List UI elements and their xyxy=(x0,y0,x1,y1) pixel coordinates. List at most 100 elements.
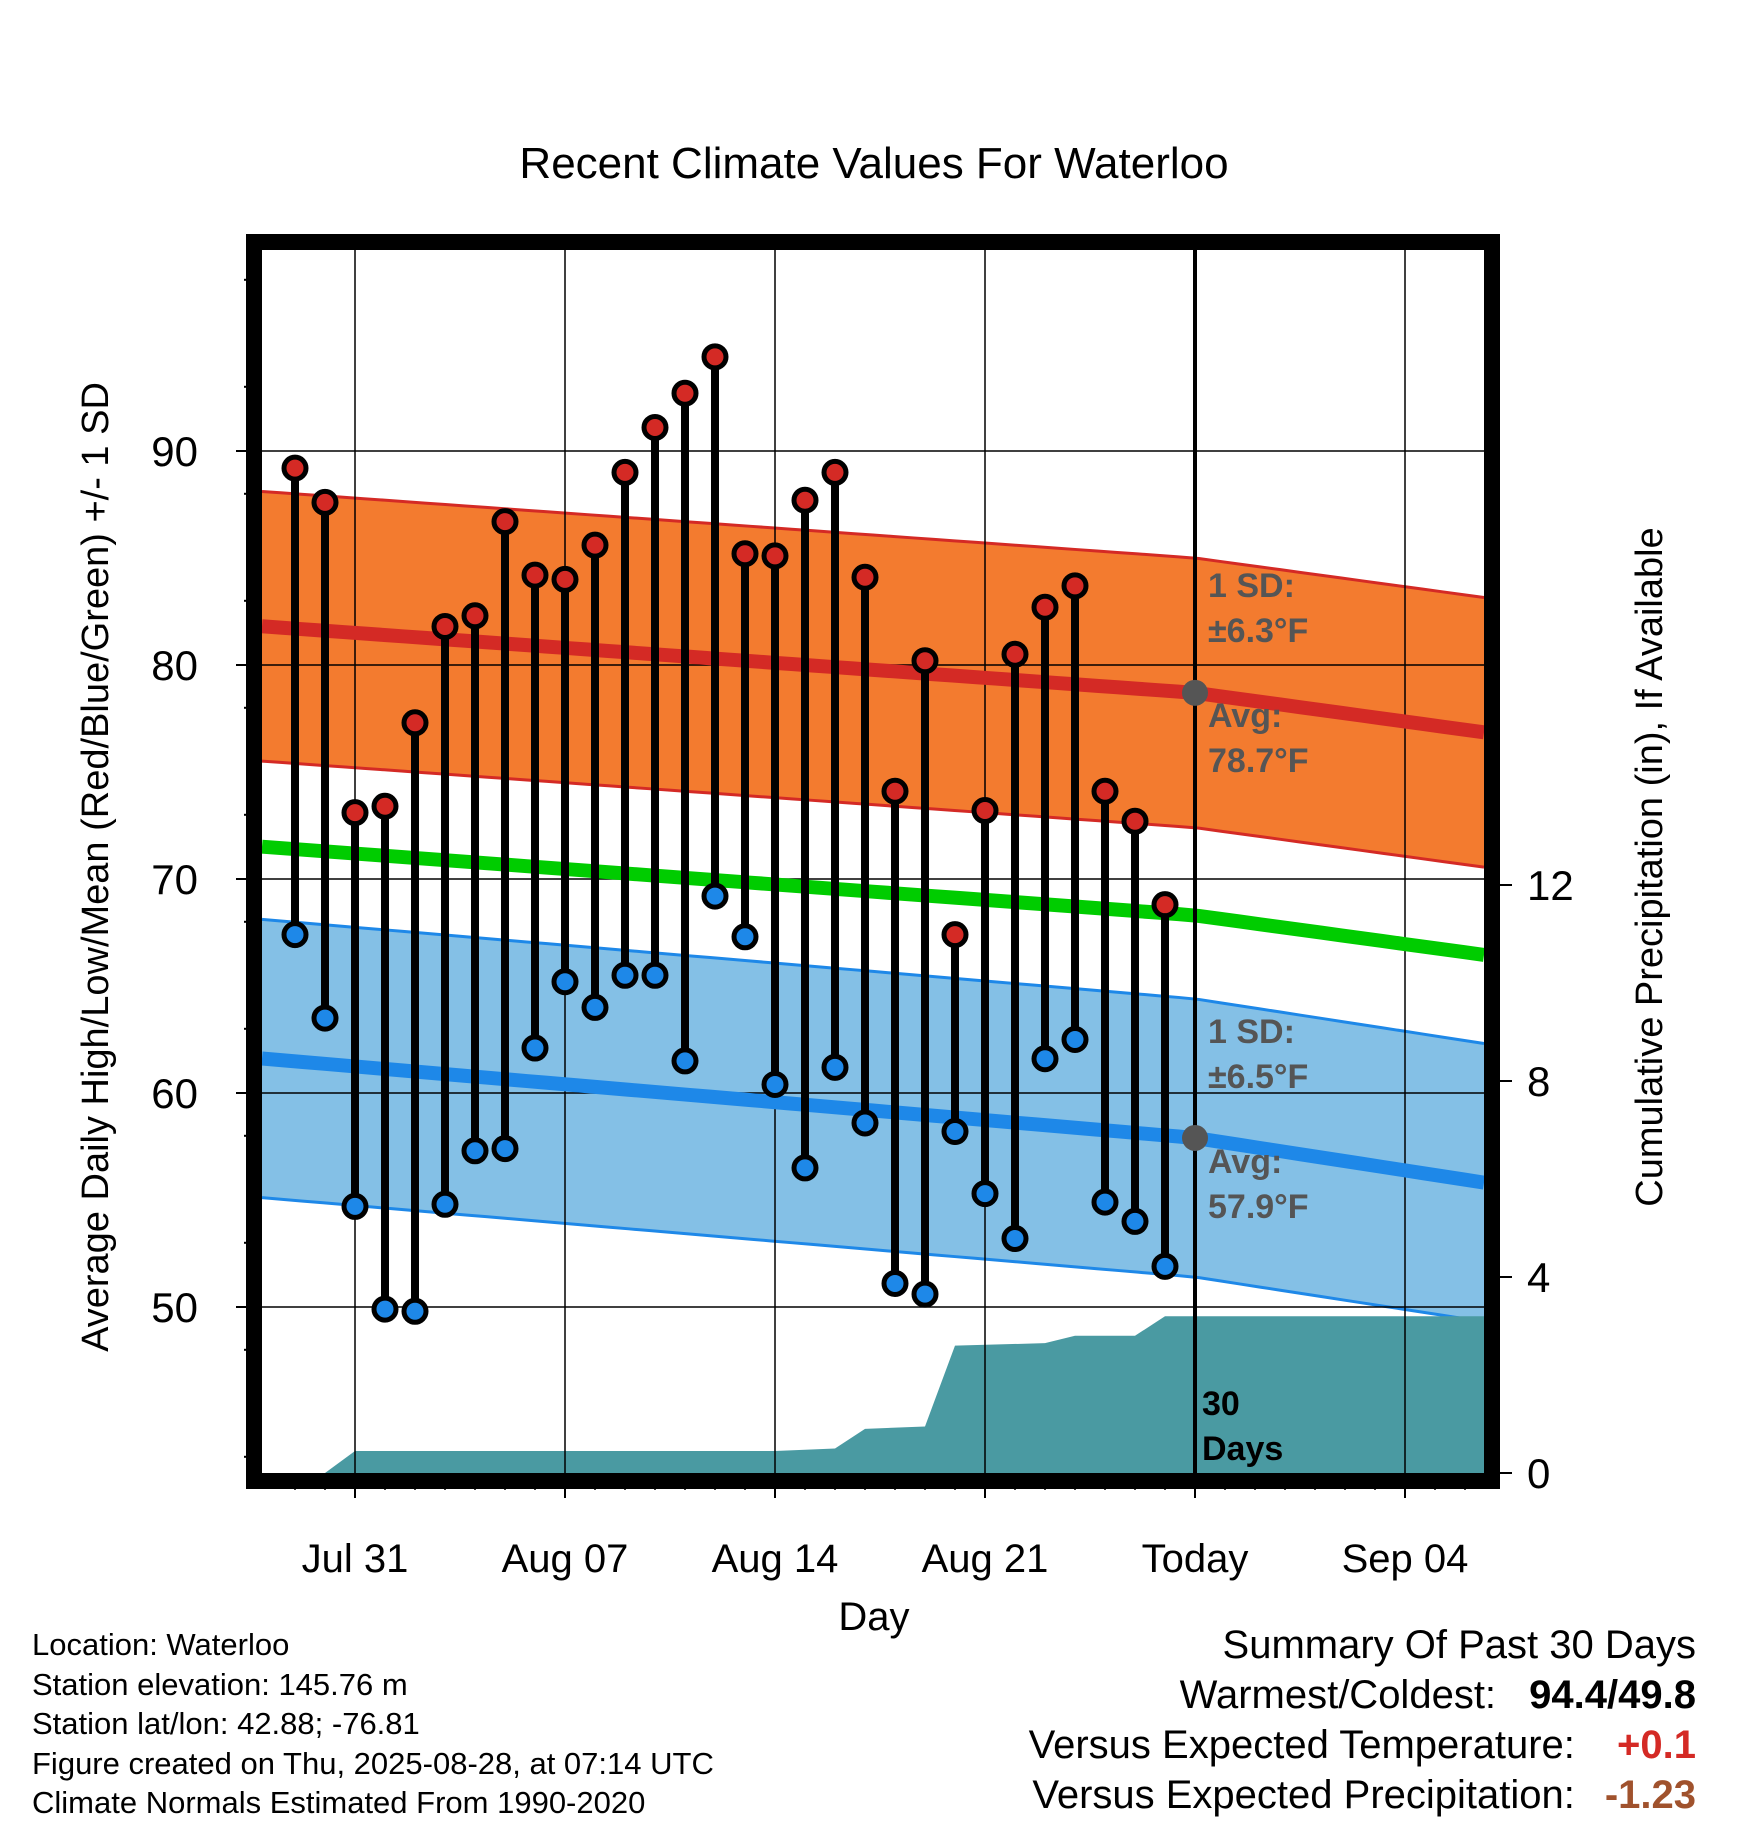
y2-tick-label: 0 xyxy=(1527,1450,1550,1497)
daily-low-point xyxy=(611,961,639,989)
created-text: Figure created on Thu, 2025-08-28, at 07… xyxy=(32,1745,714,1781)
low-sd-lower-edge xyxy=(261,1196,1485,1324)
daily-low-point xyxy=(1031,1045,1059,1073)
daily-low-point xyxy=(1091,1188,1119,1216)
x-tick-label: Aug 21 xyxy=(922,1537,1049,1581)
daily-high-point xyxy=(371,792,399,820)
daily-low-point xyxy=(821,1053,849,1081)
warm-cold-row: Warmest/Coldest: 94.4/49.8 xyxy=(1029,1670,1696,1720)
plot-frame xyxy=(246,234,1500,1489)
precip-days-label: 30 xyxy=(1202,1385,1240,1423)
today-avg-high-marker xyxy=(1182,679,1208,706)
daily-high-point xyxy=(431,612,459,640)
daily-low-point xyxy=(701,882,729,910)
warm-cold-label: Warmest/Coldest: xyxy=(1179,1673,1497,1717)
daily-high-point xyxy=(491,508,519,536)
daily-high-point xyxy=(881,777,909,805)
daily-low-point xyxy=(971,1180,999,1208)
daily-high-point xyxy=(311,488,339,516)
avg-high-line xyxy=(261,619,1485,740)
station-info: Location: Waterloo Station elevation: 14… xyxy=(32,1625,714,1823)
x-tick-label: Today xyxy=(1142,1537,1249,1581)
daily-low-point xyxy=(851,1109,879,1137)
precip-days-label: Days xyxy=(1202,1430,1283,1468)
daily-high-point xyxy=(971,797,999,825)
y2-tick-label: 8 xyxy=(1527,1058,1550,1105)
daily-high-point xyxy=(671,379,699,407)
x-tick-label: Sep 04 xyxy=(1342,1537,1469,1581)
daily-low-point xyxy=(911,1280,939,1308)
daily-high-point xyxy=(551,565,579,593)
x-axis-label: Day xyxy=(838,1595,909,1639)
chart-title: Recent Climate Values For Waterloo xyxy=(519,139,1228,188)
daily-low-point xyxy=(341,1192,369,1220)
daily-low-point xyxy=(641,961,669,989)
daily-low-point xyxy=(1151,1252,1179,1280)
daily-high-point xyxy=(701,343,729,371)
high-avg-value: 78.7°F xyxy=(1208,742,1309,780)
precip-value: -1.23 xyxy=(1604,1773,1696,1817)
y-tick-label: 90 xyxy=(151,428,198,475)
high-avg-label: Avg: xyxy=(1208,697,1282,735)
high-sd-label: 1 SD: xyxy=(1208,567,1295,605)
daily-low-point xyxy=(521,1034,549,1062)
daily-low-point xyxy=(311,1004,339,1032)
summary-panel: Summary Of Past 30 Days Warmest/Coldest:… xyxy=(1029,1620,1696,1820)
daily-high-point xyxy=(1091,777,1119,805)
normals-text: Climate Normals Estimated From 1990-2020 xyxy=(32,1785,646,1820)
x-tick-label: Aug 07 xyxy=(502,1537,629,1581)
today-avg-low-marker xyxy=(1182,1124,1208,1151)
temp-value: +0.1 xyxy=(1617,1723,1696,1767)
daily-high-point xyxy=(1151,891,1179,919)
daily-high-point xyxy=(1031,593,1059,621)
daily-high-point xyxy=(461,602,489,630)
daily-low-point xyxy=(461,1137,489,1165)
daily-high-point xyxy=(611,458,639,486)
y-tick-label: 50 xyxy=(151,1284,198,1331)
daily-high-point xyxy=(791,486,819,514)
precip-label: Versus Expected Precipitation: xyxy=(1032,1773,1575,1817)
y-tick-label: 60 xyxy=(151,1070,198,1117)
temp-row: Versus Expected Temperature: +0.1 xyxy=(1029,1720,1696,1770)
daily-high-point xyxy=(1121,807,1149,835)
latlon-text: Station lat/lon: 42.88; -76.81 xyxy=(32,1706,420,1741)
daily-low-point xyxy=(731,923,759,951)
daily-high-point xyxy=(941,921,969,949)
daily-low-point xyxy=(881,1269,909,1297)
y2-tick-label: 12 xyxy=(1527,862,1574,909)
daily-low-point xyxy=(551,968,579,996)
daily-low-point xyxy=(491,1135,519,1163)
high-sd-lower-edge xyxy=(261,759,1485,869)
daily-high-point xyxy=(911,647,939,675)
avg-mean-line xyxy=(261,839,1485,962)
location-text: Location: Waterloo xyxy=(32,1627,290,1662)
y-tick-label: 70 xyxy=(151,856,198,903)
temp-label: Versus Expected Temperature: xyxy=(1028,1723,1575,1767)
daily-low-point xyxy=(1121,1207,1149,1235)
elevation-text: Station elevation: 145.76 m xyxy=(32,1666,408,1702)
daily-low-point xyxy=(761,1070,789,1098)
daily-low-point xyxy=(671,1047,699,1075)
daily-low-point xyxy=(281,921,309,949)
daily-high-point xyxy=(821,458,849,486)
warm-cold-value: 94.4/49.8 xyxy=(1529,1673,1696,1717)
daily-low-point xyxy=(401,1297,429,1325)
daily-low-point xyxy=(941,1118,969,1146)
daily-low-point xyxy=(431,1190,459,1218)
avg-low-line xyxy=(261,1051,1486,1190)
y-tick-label: 80 xyxy=(151,642,198,689)
daily-low-point xyxy=(1061,1026,1089,1053)
daily-low-point xyxy=(791,1154,819,1182)
low-avg-label: Avg: xyxy=(1208,1143,1282,1181)
daily-high-point xyxy=(581,531,609,559)
y2-axis-label: Cumulative Precipitation (in), If Availa… xyxy=(1629,527,1671,1206)
y-axis-label: Average Daily High/Low/Mean (Red/Blue/Gr… xyxy=(75,382,117,1352)
daily-high-point xyxy=(521,561,549,589)
y2-tick-label: 4 xyxy=(1527,1254,1550,1301)
daily-low-point xyxy=(371,1295,399,1323)
daily-low-point xyxy=(1001,1225,1029,1253)
summary-title: Summary Of Past 30 Days xyxy=(1222,1623,1696,1667)
daily-low-point xyxy=(581,993,609,1021)
x-tick-label: Aug 14 xyxy=(712,1537,839,1581)
